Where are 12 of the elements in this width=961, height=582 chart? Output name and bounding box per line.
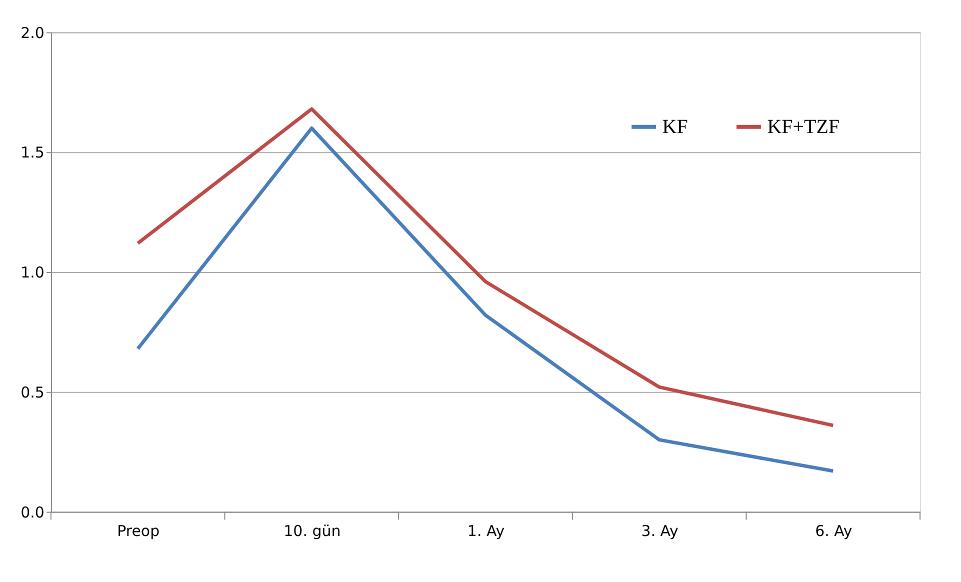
legend-label: KF+TZF: [767, 116, 840, 138]
legend-label: KF: [662, 116, 688, 138]
y-tick-label: 2.0: [20, 24, 44, 42]
x-tick-label: 3. Ay: [641, 522, 679, 540]
x-tick-label: 10. gün: [284, 522, 341, 540]
y-tick-label: 1.0: [20, 264, 44, 282]
x-tick-label: 6. Ay: [815, 522, 852, 540]
y-tick-label: 0.0: [20, 503, 44, 522]
x-tick-label: Preop: [117, 522, 160, 540]
y-tick-label: 0.5: [20, 383, 44, 402]
x-tick-label: 1. Ay: [467, 522, 505, 540]
y-tick-label: 1.5: [20, 144, 44, 162]
